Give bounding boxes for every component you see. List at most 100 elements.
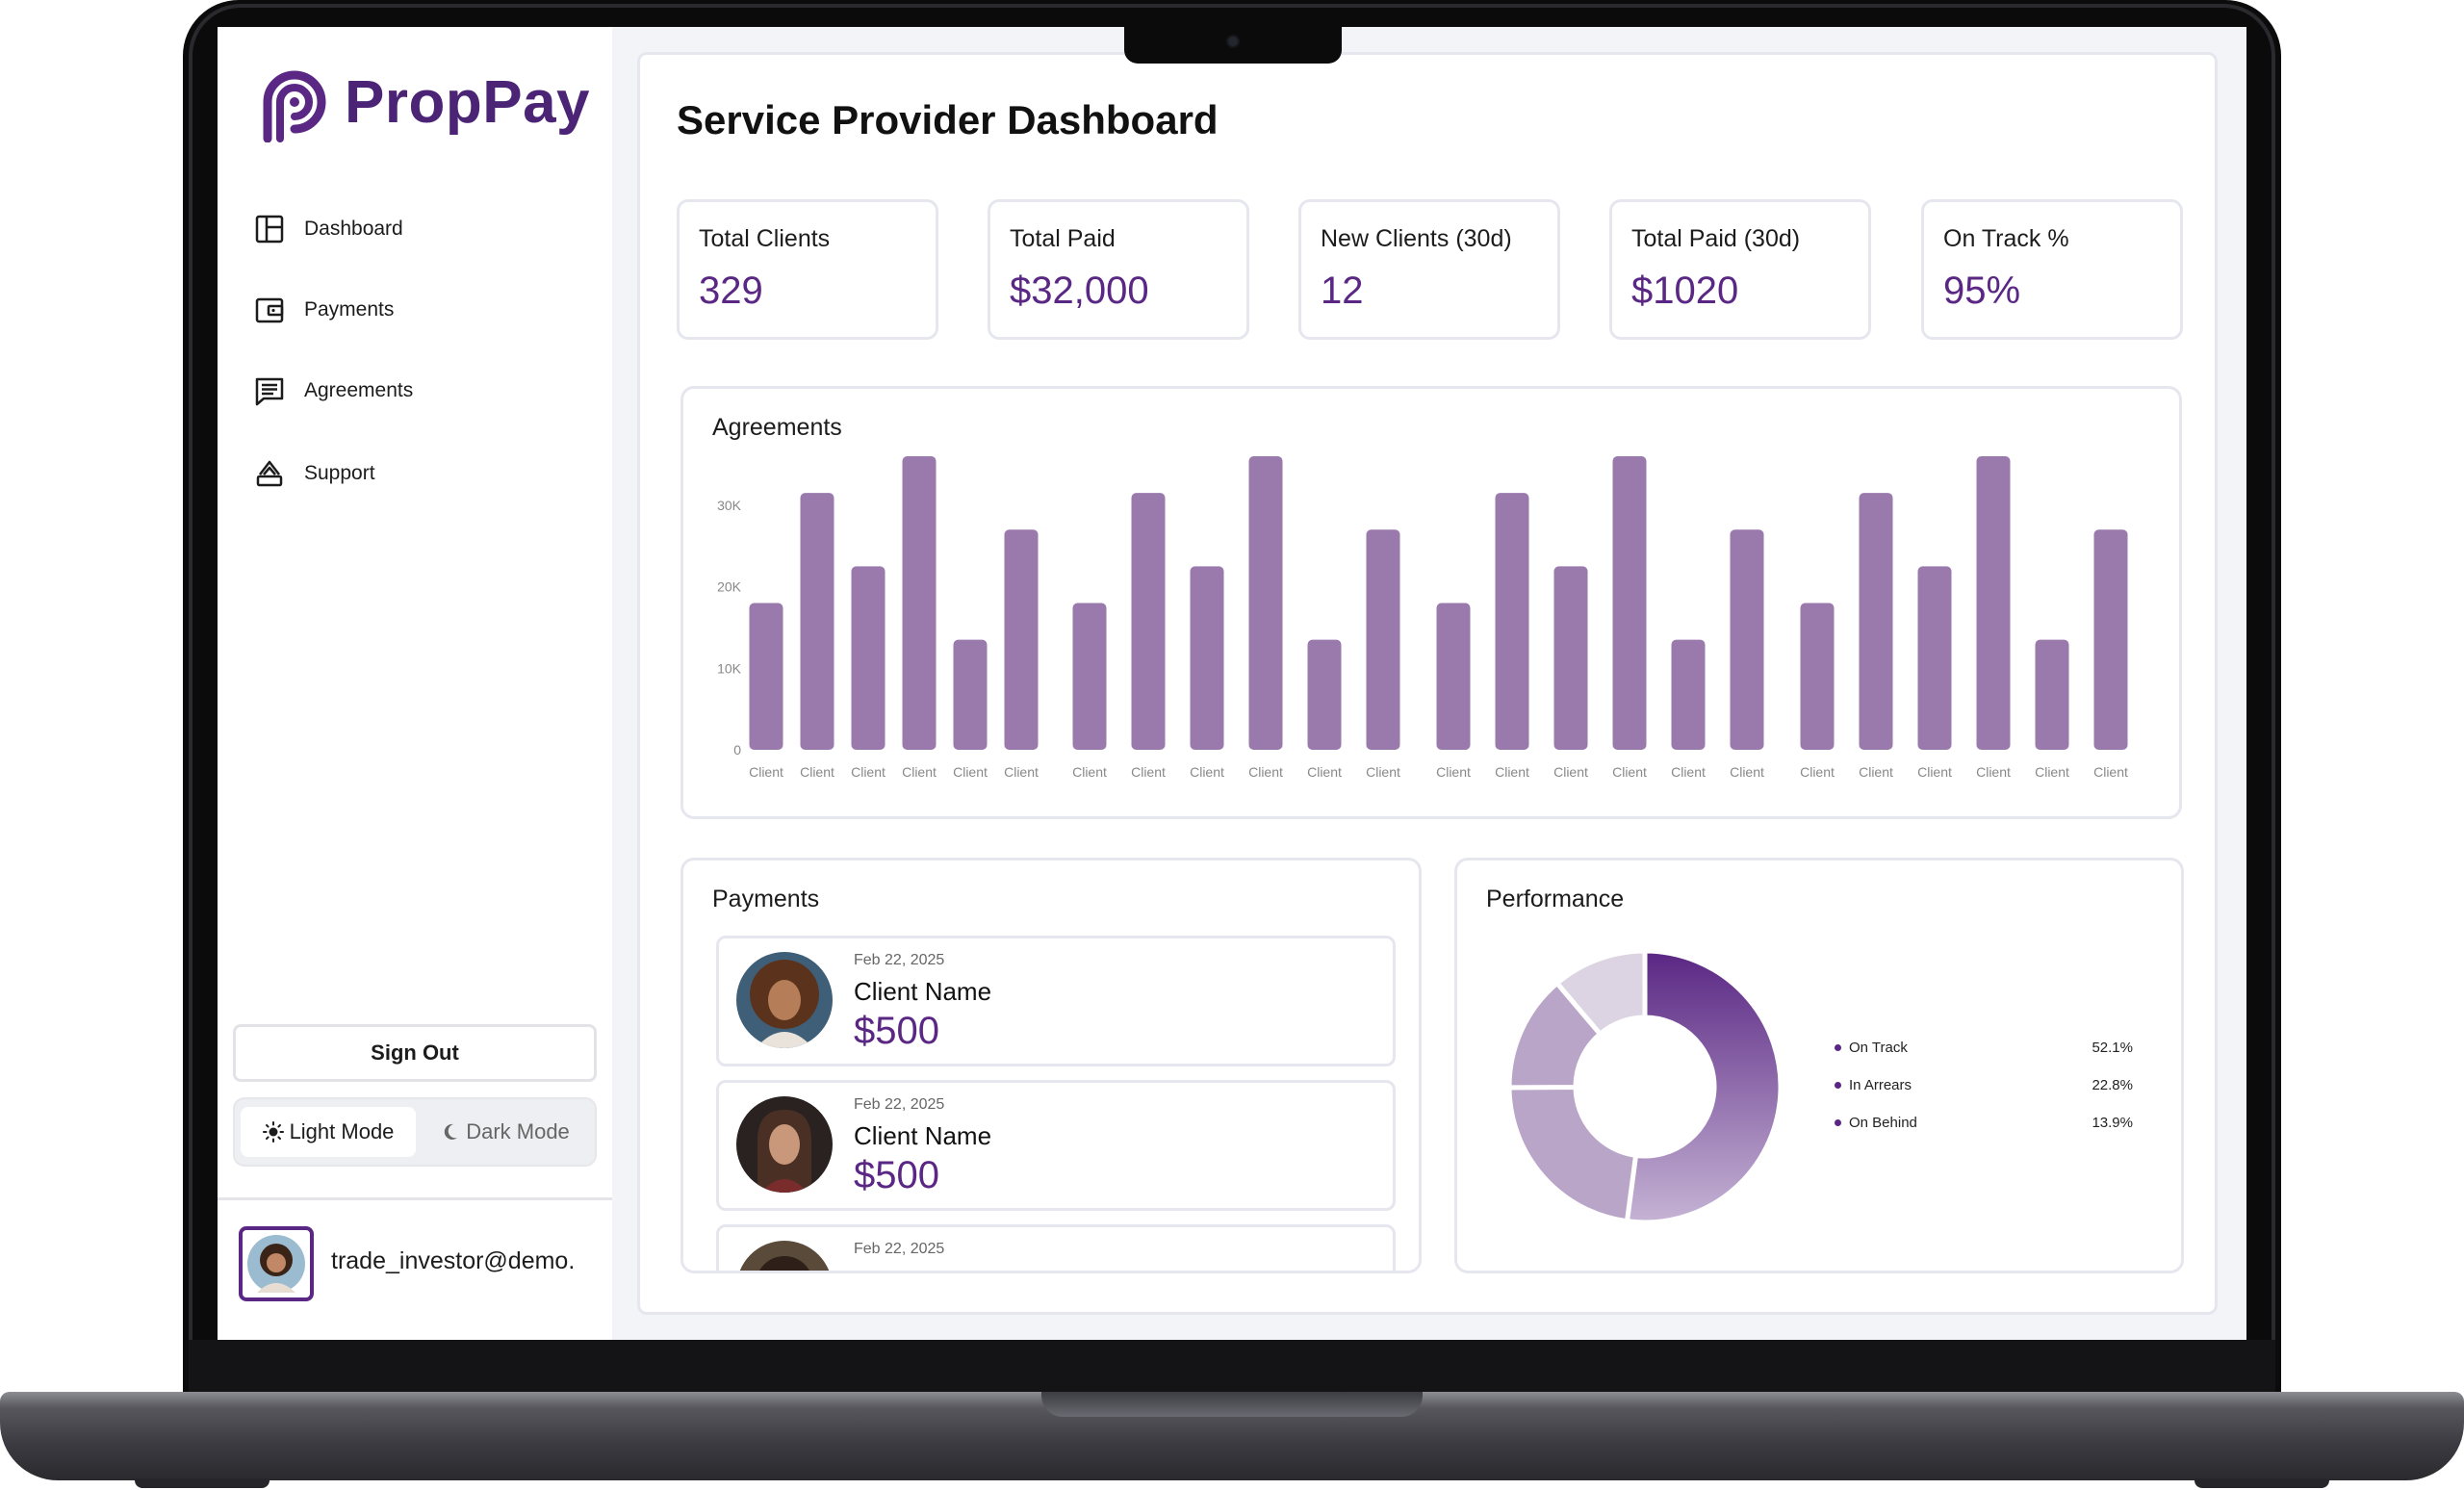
bar-3[interactable] (851, 566, 886, 750)
legend-dot (1835, 1044, 1841, 1051)
client-photo (736, 1241, 833, 1271)
brand-logo[interactable]: PropPay (254, 62, 590, 142)
stat-value: 95% (1943, 270, 2021, 312)
bar-17[interactable] (1671, 639, 1706, 750)
brand-name: PropPay (345, 68, 591, 136)
x-tick-label: Client (1307, 764, 1342, 780)
bar-24[interactable] (2093, 529, 2128, 750)
support-icon (256, 460, 283, 487)
payment-item[interactable]: Feb 22, 2025 Client Name $500 (716, 1080, 1396, 1211)
sidebar-item-support[interactable]: Support (254, 454, 375, 493)
stat-label: New Clients (30d) (1321, 225, 1512, 252)
user-email: trade_investor@demo. (331, 1247, 576, 1274)
main-content: Service Provider Dashboard Total Clients… (637, 52, 2218, 1315)
bar-12[interactable] (1366, 529, 1400, 750)
sidebar-item-agreements[interactable]: Agreements (254, 372, 413, 410)
bar-18[interactable] (1730, 529, 1764, 750)
payment-date: Feb 22, 2025 (854, 952, 945, 968)
dark-mode-label: Dark Mode (466, 1119, 570, 1143)
bar-11[interactable] (1307, 639, 1342, 750)
payment-client-name: Client Name (854, 977, 992, 1006)
sidebar-divider (218, 1197, 612, 1200)
stat-card-total-clients: Total Clients 329 (677, 199, 938, 340)
legend-value: 22.8% (2092, 1077, 2133, 1093)
bar-23[interactable] (2035, 639, 2069, 750)
stat-value: 12 (1321, 270, 1364, 312)
agreements-panel: Agreements 0 10K 20K 30K Client Client Client C… (680, 386, 2182, 819)
y-tick-label: 30K (717, 498, 742, 513)
payments-title: Payments (712, 886, 820, 912)
bar-9[interactable] (1190, 566, 1224, 750)
x-tick-label: Client (1917, 764, 1952, 780)
stat-label: Total Paid (30d) (1631, 225, 1801, 252)
bar-13[interactable] (1436, 603, 1471, 751)
legend-label: In Arrears (1849, 1077, 1912, 1093)
light-mode-button[interactable]: Light Mode (241, 1107, 416, 1157)
bar-16[interactable] (1612, 456, 1647, 750)
payment-amount: $500 (854, 1154, 939, 1196)
bar-10[interactable] (1248, 456, 1283, 750)
agreements-bar-chart: 0 10K 20K 30K Client Client Client Client Client… (717, 456, 2128, 780)
light-mode-label: Light Mode (289, 1119, 395, 1143)
x-tick-label: Client (2093, 764, 2128, 780)
sidebar: PropPay Dashboard Payments (218, 27, 612, 1340)
payment-client-name: Client Name (854, 1121, 992, 1150)
bar-5[interactable] (953, 639, 988, 750)
x-tick-label: Client (2035, 764, 2069, 780)
performance-title: Performance (1486, 886, 1625, 912)
bar-14[interactable] (1495, 493, 1529, 750)
stat-label: On Track % (1943, 225, 2069, 252)
bar-2[interactable] (800, 493, 834, 750)
donut-slice-on-track[interactable] (1624, 948, 1784, 1225)
y-tick-label: 0 (733, 742, 741, 758)
bar-22[interactable] (1976, 456, 2011, 750)
x-tick-label: Client (1366, 764, 1400, 780)
x-tick-label: Client (1248, 764, 1283, 780)
payment-date: Feb 22, 2025 (854, 1241, 945, 1257)
sun-icon (262, 1121, 284, 1143)
x-tick-label: Client (1004, 764, 1039, 780)
user-avatar-photo (247, 1235, 305, 1293)
stat-card-total-paid: Total Paid $32,000 (988, 199, 1249, 340)
x-tick-label: Client (1436, 764, 1471, 780)
bar-20[interactable] (1859, 493, 1893, 750)
camera-icon (1226, 35, 1240, 48)
bar-7[interactable] (1072, 603, 1107, 751)
laptop-foot-left (135, 1478, 270, 1488)
y-tick-label: 20K (717, 579, 742, 595)
bar-4[interactable] (902, 456, 937, 750)
legend-item-in-arrears: In Arrears 22.8% (1835, 1077, 2133, 1093)
page-title: Service Provider Dashboard (677, 97, 1219, 142)
dark-mode-button[interactable]: Dark Mode (424, 1107, 587, 1157)
bar-21[interactable] (1917, 566, 1952, 750)
bar-1[interactable] (749, 603, 783, 751)
x-tick-label: Client (851, 764, 886, 780)
sidebar-item-dashboard[interactable]: Dashboard (254, 210, 403, 248)
legend-label: On Track (1849, 1040, 1908, 1056)
donut-slice-other[interactable] (1553, 948, 1648, 1038)
x-tick-label: Client (1976, 764, 2011, 780)
user-avatar[interactable] (239, 1226, 314, 1301)
x-tick-label: Client (1495, 764, 1529, 780)
x-tick-label: Client (1131, 764, 1166, 780)
bar-8[interactable] (1131, 493, 1166, 750)
legend-value: 52.1% (2092, 1040, 2133, 1056)
sidebar-item-payments[interactable]: Payments (254, 291, 394, 329)
wallet-icon (255, 297, 284, 323)
payment-item[interactable]: Feb 22, 2025 Client Name $500 (716, 936, 1396, 1066)
sign-out-button[interactable]: Sign Out (233, 1024, 597, 1082)
payment-item[interactable]: Feb 22, 2025 (716, 1224, 1396, 1271)
bar-6[interactable] (1004, 529, 1039, 750)
legend-dot (1835, 1119, 1841, 1126)
stat-card-on-track: On Track % 95% (1921, 199, 2183, 340)
stat-card-new-clients: New Clients (30d) 12 (1298, 199, 1560, 340)
bar-15[interactable] (1553, 566, 1588, 750)
y-tick-label: 10K (717, 660, 742, 676)
stat-value: $1020 (1631, 270, 1739, 312)
proppay-logo-icon (263, 70, 326, 142)
donut-slice-in-arrears[interactable] (1506, 1084, 1639, 1224)
theme-toggle: Light Mode Dark Mode (233, 1097, 597, 1167)
laptop-opening-lip (1041, 1392, 1423, 1417)
bar-19[interactable] (1800, 603, 1835, 751)
client-avatar-icon (736, 952, 833, 1048)
